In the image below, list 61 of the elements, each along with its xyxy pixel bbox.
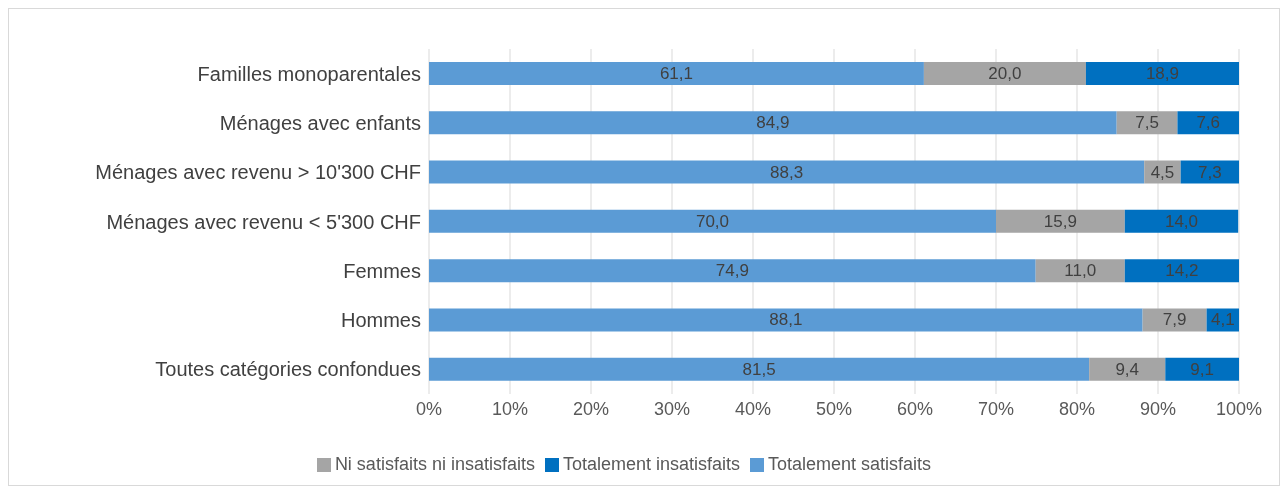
y-tick-label: Femmes — [343, 259, 421, 282]
bar — [429, 308, 1143, 332]
legend-label: Totalement insatisfaits — [562, 454, 741, 474]
x-tick-label: 80% — [1058, 398, 1096, 419]
data-label: 74,9 — [715, 261, 749, 281]
data-label: 4,1 — [1210, 310, 1235, 330]
x-tick-label: 0% — [415, 398, 443, 419]
data-label: 70,0 — [695, 211, 730, 231]
data-label: 7,6 — [1196, 113, 1221, 133]
data-label: 7,3 — [1198, 162, 1222, 182]
y-tick-label: Familles monoparentales — [197, 62, 421, 85]
bar — [1180, 160, 1239, 184]
bar — [429, 259, 1036, 283]
x-tick-label: 40% — [734, 398, 772, 419]
bar — [1085, 62, 1239, 85]
bar — [996, 209, 1125, 233]
data-label: 81,5 — [742, 359, 776, 379]
x-tick-label: 50% — [815, 398, 853, 419]
data-label: 20,0 — [988, 63, 1022, 83]
data-label: 7,5 — [1135, 113, 1159, 133]
y-tick-label: Ménages avec revenu > 10'300 CHF — [95, 161, 421, 184]
data-label: 9,4 — [1115, 359, 1140, 379]
y-tick-label: Toutes catégories confondues — [155, 358, 421, 381]
data-label: 7,9 — [1162, 310, 1187, 330]
bar — [429, 209, 996, 233]
data-label: 61,1 — [659, 63, 693, 83]
data-label: 11,0 — [1064, 261, 1097, 281]
y-tick-label: Ménages avec revenu < 5'300 CHF — [106, 210, 421, 233]
y-tick-label: Ménages avec enfants — [219, 112, 421, 135]
x-tick-label: 10% — [491, 398, 529, 419]
legend-label: Totalement satisfaits — [768, 454, 932, 474]
bar — [1116, 111, 1178, 135]
bar — [429, 62, 924, 85]
x-tick-label: 90% — [1139, 398, 1177, 419]
x-tick-label: 100% — [1215, 398, 1263, 419]
data-label: 14,2 — [1165, 261, 1199, 281]
data-label: 18,9 — [1145, 63, 1179, 83]
bar — [1177, 111, 1239, 135]
x-tick-label: 70% — [977, 398, 1015, 419]
data-label: 15,9 — [1043, 211, 1077, 231]
data-label: 4,5 — [1150, 162, 1175, 182]
x-tick-label: 30% — [653, 398, 691, 419]
data-label: 9,1 — [1190, 359, 1214, 379]
data-label: 88,1 — [769, 310, 803, 330]
x-tick-label: 60% — [896, 398, 934, 419]
y-tick-label: Hommes — [340, 309, 421, 332]
bar — [429, 357, 1090, 381]
bar — [1124, 209, 1239, 233]
data-label: 14,0 — [1164, 211, 1199, 231]
data-label: 84,9 — [756, 113, 790, 133]
bar — [1165, 357, 1239, 381]
legend-label: Ni satisfaits ni insatisfaits — [334, 454, 535, 474]
bar — [1035, 259, 1125, 283]
data-label: 88,3 — [770, 162, 804, 182]
bar — [923, 62, 1086, 85]
bar — [1124, 259, 1239, 283]
bar — [429, 160, 1145, 184]
x-tick-label: 20% — [572, 398, 610, 419]
bar — [1142, 308, 1207, 332]
bar — [1089, 357, 1166, 381]
bar — [429, 111, 1117, 135]
